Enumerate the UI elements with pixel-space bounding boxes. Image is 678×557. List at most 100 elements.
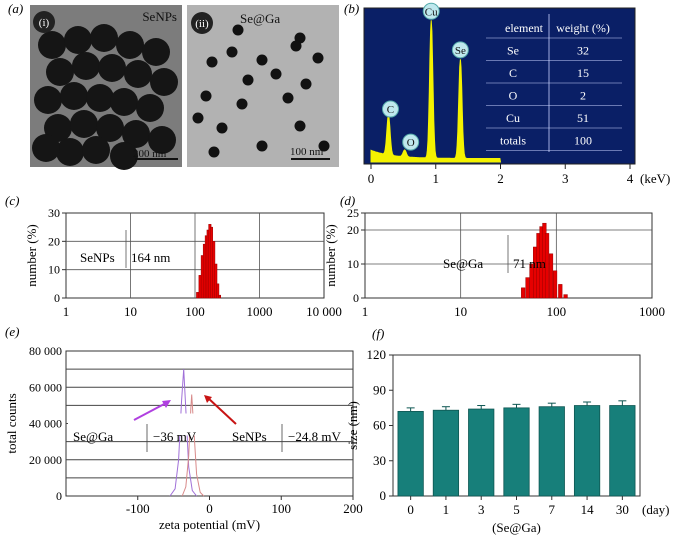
d-annotation-value: 71 nm xyxy=(513,256,546,271)
c-size-bar xyxy=(218,294,222,299)
size-stability-chart: 0 30 60 90 120 size (nm) 0 1 3 5 7 14 30 (day) (Se@Ga) xyxy=(345,347,669,535)
zeta-series-sega xyxy=(169,369,197,497)
e-row-sega-name: Se@Ga xyxy=(73,429,113,444)
eds-peak-label-c: C xyxy=(387,104,394,116)
senps-particle xyxy=(56,138,84,166)
d-size-bar xyxy=(544,233,550,299)
sega-particle xyxy=(236,98,248,110)
f-size-bar xyxy=(573,405,601,497)
sega-particle xyxy=(206,56,218,68)
tem-right-label: (ii) xyxy=(195,18,209,30)
d-x-tick-label: 100 xyxy=(547,304,567,319)
c-x-tick-label: 10 000 xyxy=(306,304,342,319)
e-x-tick-label: 100 xyxy=(272,501,292,516)
zeta-potential-chart: 0 20 000 40 000 60 000 80 000 -100 0 100 200 tota… xyxy=(4,344,363,532)
senps-particle xyxy=(70,110,98,138)
d-annotation-name: Se@Ga xyxy=(443,256,483,271)
panel-c-label: (c) xyxy=(5,193,19,208)
f-y-tick-label: 30 xyxy=(373,453,386,468)
d-x-tick-label: 1 xyxy=(362,304,369,319)
e-y-tick-label: 80 000 xyxy=(29,344,62,358)
panel-d-label: (d) xyxy=(340,193,355,208)
f-x-tick-label: 3 xyxy=(478,502,485,517)
e-x-tick-label: 200 xyxy=(343,501,363,516)
f-x-tick-label: 5 xyxy=(513,502,520,517)
eds-composition-table: element weight (%) Se 32 C 15 O 2 Cu 51 totals 100 xyxy=(486,14,622,152)
d-size-bar xyxy=(563,294,568,299)
f-y-tick-label: 0 xyxy=(380,488,387,503)
c-size-bar xyxy=(216,283,220,299)
senps-particle xyxy=(46,58,74,86)
eds-table-header-weight: weight (%) xyxy=(556,21,610,35)
eds-table-weight: 100 xyxy=(574,134,592,148)
sega-particle xyxy=(300,78,312,90)
c-size-bar xyxy=(196,292,200,299)
e-y-tick-label: 0 xyxy=(56,489,62,503)
senps-particle xyxy=(124,60,152,88)
f-x-axis-label: (Se@Ga) xyxy=(492,520,541,535)
e-row-senps-name: SeNPs xyxy=(232,429,267,444)
eds-table-weight: 15 xyxy=(577,66,589,80)
d-size-bar xyxy=(548,253,554,299)
sega-particle xyxy=(256,140,268,152)
d-x-tick-label: 1000 xyxy=(639,304,665,319)
e-row-sega-value: −36 mV xyxy=(153,429,197,444)
senps-particle xyxy=(150,68,178,96)
eds-x-tick-label: 4 xyxy=(627,171,634,186)
sega-particle xyxy=(282,92,294,104)
f-size-bar xyxy=(538,406,565,497)
arrow-sega-head xyxy=(162,400,171,408)
label-badge-i xyxy=(33,11,55,33)
senps-particle xyxy=(96,114,124,142)
d-x-tick-label: 10 xyxy=(454,304,467,319)
d-y-tick-label: 10 xyxy=(347,257,359,271)
senps-particle xyxy=(116,31,144,59)
senps-particle xyxy=(32,134,60,162)
f-y-tick-label: 60 xyxy=(373,418,386,433)
senps-particle xyxy=(82,136,110,164)
eds-table-header-element: element xyxy=(505,21,544,35)
tem-left-label: (i) xyxy=(39,17,50,29)
eds-table-element: C xyxy=(509,66,517,80)
sega-particle xyxy=(192,112,204,124)
sega-size-histogram: 0 10 20 25 1 10 100 1000 number (%) Se@Ga 71 nm xyxy=(323,206,665,319)
d-y-tick-label: 0 xyxy=(353,291,359,305)
eds-peak-badge-se xyxy=(451,41,469,59)
arrow-senps-head xyxy=(204,395,212,403)
sega-particle xyxy=(208,146,220,158)
e-row-senps-value: −24.8 mV xyxy=(288,429,341,444)
f-y-tick-label: 120 xyxy=(367,347,387,362)
senps-particle xyxy=(72,52,100,80)
eds-peak-badge-c xyxy=(381,100,399,118)
f-y-axis-label: size (nm) xyxy=(345,401,360,450)
eds-peak-label-o: O xyxy=(407,137,415,149)
sega-particle xyxy=(318,140,330,152)
e-y-tick-label: 60 000 xyxy=(29,380,62,394)
sega-particle xyxy=(216,122,228,134)
f-size-bar xyxy=(609,405,636,497)
f-x-tick-label: 14 xyxy=(581,502,595,517)
c-x-tick-label: 10 xyxy=(124,304,137,319)
arrow-sega xyxy=(133,401,169,421)
tem-right-title: Se@Ga xyxy=(240,11,280,26)
eds-peak-badge-o xyxy=(402,133,420,151)
eds-table-element: O xyxy=(509,89,518,103)
d-size-bar xyxy=(558,284,563,299)
f-size-bar xyxy=(397,410,424,497)
f-x-tick-label: 1 xyxy=(443,502,450,517)
f-x-unit: (day) xyxy=(642,502,669,517)
senps-particle xyxy=(34,86,62,114)
c-y-tick-label: 0 xyxy=(54,291,60,305)
eds-x-tick-label: 1 xyxy=(433,171,440,186)
senps-particle xyxy=(90,24,118,52)
arrow-senps xyxy=(207,397,237,425)
sega-particle xyxy=(270,68,282,80)
panel-f-label: (f) xyxy=(372,326,384,341)
senps-particle xyxy=(60,82,88,110)
eds-x-tick-label: 0 xyxy=(368,171,375,186)
sega-particle xyxy=(290,40,302,52)
sega-particles xyxy=(192,24,330,158)
tem-sega-background xyxy=(187,5,339,167)
